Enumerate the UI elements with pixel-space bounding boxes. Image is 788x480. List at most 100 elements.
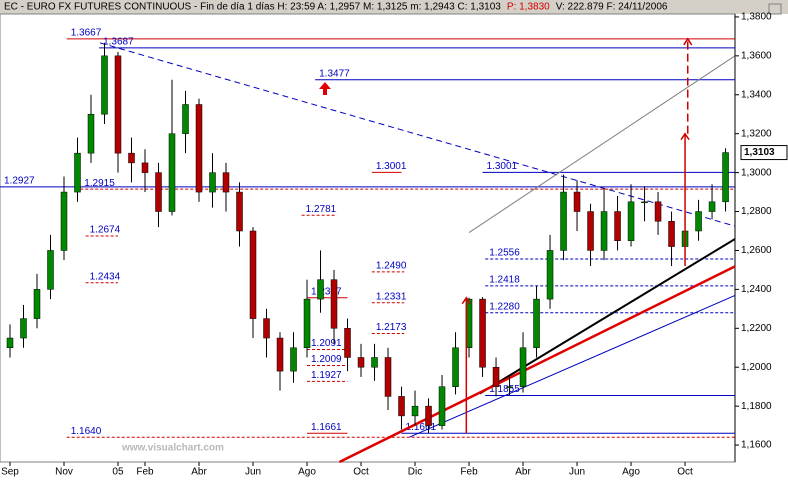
- arrow-head: [680, 132, 690, 141]
- y-tick-label: 1,3600: [741, 50, 772, 61]
- last-price-label: 1,3103: [744, 147, 775, 158]
- level-label: 1.1661: [406, 422, 437, 433]
- candle-body: [627, 201, 635, 241]
- candle-body: [492, 366, 500, 387]
- candle-body: [60, 191, 68, 251]
- x-tick-label: Dic: [408, 467, 422, 478]
- candle-body: [303, 298, 311, 349]
- candle-body: [695, 211, 702, 232]
- candle-body: [344, 328, 351, 358]
- candle-body: [33, 289, 41, 319]
- candle-body: [384, 357, 392, 397]
- candle-body: [290, 347, 297, 372]
- header-text: EC - EURO FX FUTURES CONTINUOUS - Fin de…: [4, 2, 501, 13]
- candle-body: [452, 347, 459, 387]
- level-label: 1.2556: [489, 248, 520, 259]
- candle-body: [47, 250, 54, 290]
- candle-body: [546, 250, 554, 300]
- candle-body: [654, 201, 662, 222]
- y-tick-label: 1,2200: [741, 323, 772, 334]
- candle-body: [614, 211, 621, 241]
- candle-body: [573, 191, 581, 212]
- candle-body: [128, 152, 135, 164]
- candle-body: [222, 172, 230, 193]
- level-label: 1.1927: [311, 370, 342, 381]
- x-tick-label: Abr: [515, 467, 531, 478]
- candle-body: [708, 201, 716, 212]
- candle-body: [114, 55, 122, 154]
- candle-body: [249, 230, 257, 319]
- y-tick-label: 1,3400: [741, 89, 772, 100]
- candle-body: [87, 113, 95, 154]
- arrow-head: [683, 37, 693, 46]
- level-label: 1.2009: [311, 354, 342, 365]
- y-tick-label: 1,2000: [741, 362, 772, 373]
- level-label: 1.1661: [311, 422, 342, 433]
- level-label: 1.2357: [311, 286, 342, 297]
- candle-body: [317, 279, 324, 300]
- arrow-head: [461, 296, 471, 305]
- candle-body: [330, 279, 338, 329]
- level-label: 1.2490: [376, 261, 407, 272]
- trend-line: [338, 265, 736, 464]
- x-tick-label: Abr: [191, 467, 207, 478]
- candle-body: [276, 337, 284, 372]
- y-tick-label: 1,2400: [741, 284, 772, 295]
- up-arrow-icon: [319, 82, 331, 95]
- trend-line: [99, 42, 736, 227]
- last-price-box: [740, 145, 788, 161]
- level-label: 1.2331: [376, 291, 407, 302]
- x-tick-label: Sep: [1, 467, 19, 478]
- candle-body: [101, 55, 108, 115]
- level-label: 1.2280: [489, 301, 520, 312]
- header-bar: [0, 0, 788, 14]
- candle-body: [236, 191, 243, 232]
- candle-body: [6, 337, 14, 349]
- x-tick-label: Feb: [460, 467, 478, 478]
- y-tick-label: 1,1800: [741, 401, 772, 412]
- y-tick-label: 1,3000: [741, 167, 772, 178]
- y-tick-label: 1,3800: [741, 12, 772, 23]
- level-label: 1.1855: [489, 384, 520, 395]
- candle-body: [209, 172, 216, 193]
- candle-body: [438, 386, 446, 426]
- candle-body: [533, 298, 540, 349]
- candle-body: [263, 318, 270, 339]
- candle-body: [182, 104, 189, 134]
- plot-area: [0, 13, 736, 463]
- header-text: V: 222.879 F: 24/11/2006: [556, 2, 668, 13]
- level-label: 1.3001: [487, 161, 518, 172]
- trend-line: [409, 294, 736, 438]
- y-tick-label: 1,2800: [741, 206, 772, 217]
- level-label: 1.2915: [84, 178, 115, 189]
- candle-body: [506, 386, 513, 388]
- candle-body: [722, 152, 729, 203]
- candle-body: [479, 298, 486, 368]
- y-tick-label: 1,1600: [741, 440, 772, 451]
- level-label: 1.3667: [71, 28, 102, 39]
- header-text: P: 1,3830: [507, 2, 550, 13]
- candle-body: [141, 162, 149, 173]
- x-tick-label: Feb: [136, 467, 154, 478]
- candle-body: [600, 211, 608, 251]
- level-label: 1.2173: [376, 322, 407, 333]
- trend-line: [468, 55, 736, 233]
- x-tick-label: Oct: [353, 467, 369, 478]
- candle-body: [411, 405, 419, 417]
- candle-body: [641, 201, 648, 204]
- scroll-button[interactable]: [768, 3, 782, 15]
- level-label: 1.2674: [90, 225, 121, 236]
- candle-body: [155, 172, 162, 212]
- candle-body: [195, 104, 203, 193]
- candle-body: [587, 211, 594, 251]
- y-tick-label: 1,2600: [741, 245, 772, 256]
- x-tick-label: Ago: [298, 467, 316, 478]
- y-axis-area: [735, 14, 788, 462]
- level-label: 1.2781: [306, 204, 337, 215]
- candle-body: [560, 191, 567, 251]
- watermark: www.visualchart.com: [121, 443, 224, 454]
- x-tick-label: Nov: [55, 467, 73, 478]
- candle-body: [398, 396, 405, 417]
- level-label: 1.2927: [4, 175, 35, 186]
